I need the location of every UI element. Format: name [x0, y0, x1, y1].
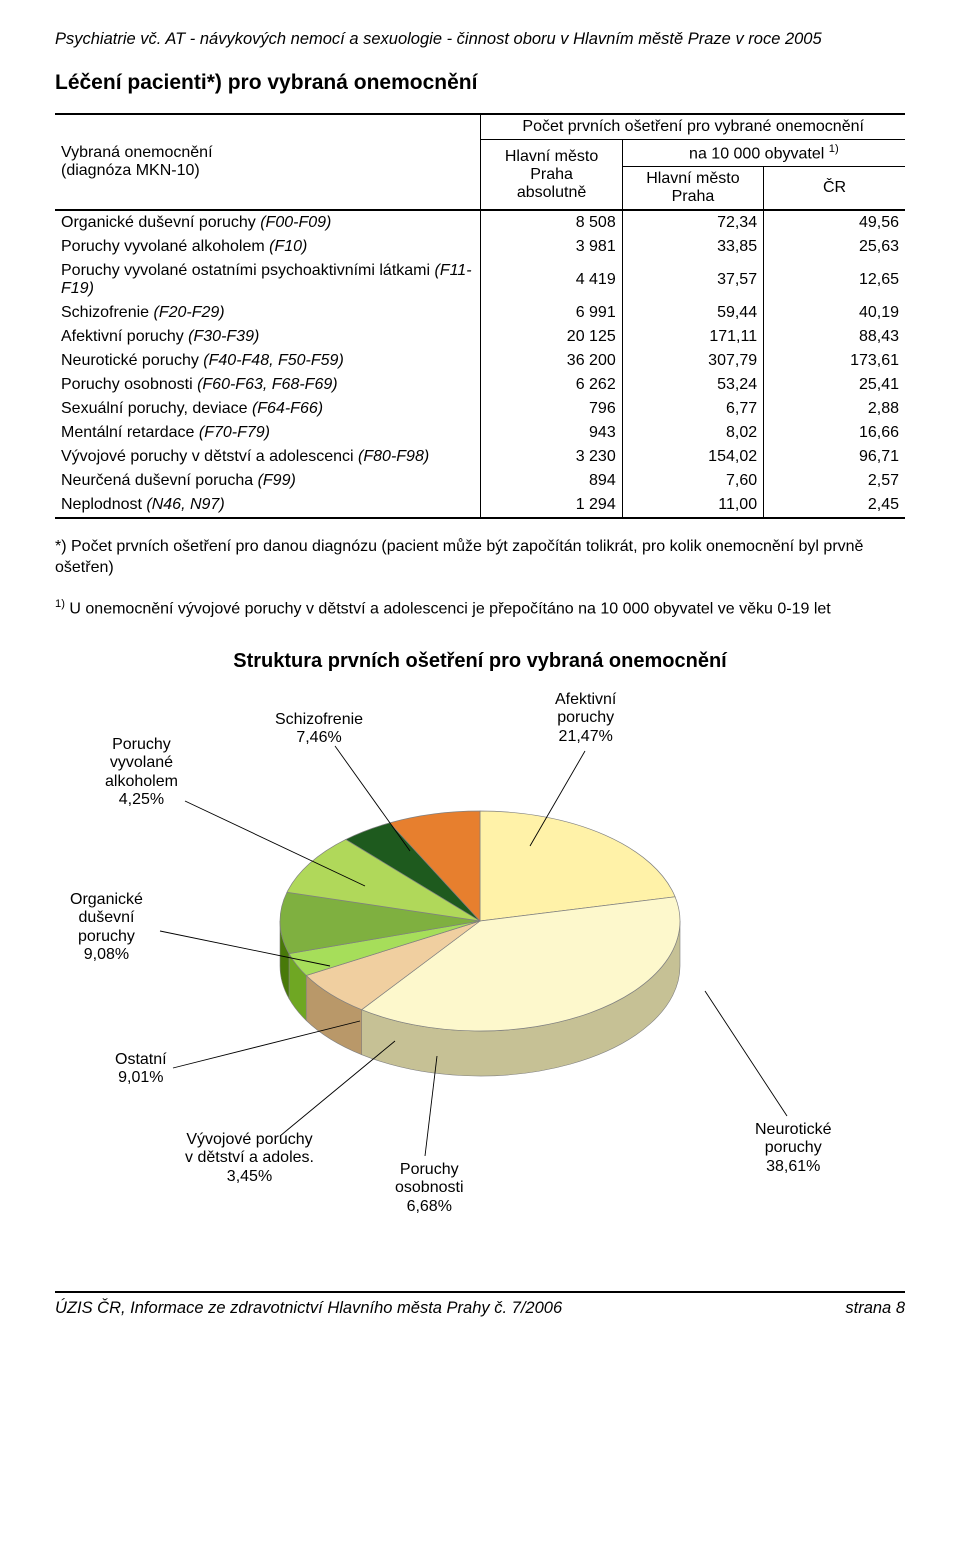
col2-line2: Praha — [672, 188, 715, 205]
table-row: Neplodnost (N46, N97)1 29411,002,45 — [55, 493, 905, 518]
rate-sup: 1) — [829, 143, 839, 155]
chart-label: Vývojové poruchyv dětství a adoles.3,45% — [185, 1131, 314, 1186]
table-row: Organické duševní poruchy (F00-F09)8 508… — [55, 210, 905, 235]
table-row: Neurotické poruchy (F40-F48, F50-F59)36 … — [55, 349, 905, 373]
footnote-2-text: U onemocnění vývojové poruchy v dětství … — [65, 600, 831, 617]
footer-left: ÚZIS ČR, Informace ze zdravotnictví Hlav… — [55, 1299, 562, 1318]
col1-line3: absolutně — [517, 184, 586, 201]
chart-label: Poruchyvyvolanéalkoholem4,25% — [105, 736, 178, 810]
chart-label: Ostatní9,01% — [115, 1051, 167, 1088]
table-row: Vývojové poruchy v dětství a adolescenci… — [55, 445, 905, 469]
pie-svg — [250, 761, 710, 1121]
table-row: Poruchy osobnosti (F60-F63, F68-F69)6 26… — [55, 373, 905, 397]
rate-spanner: na 10 000 obyvatel — [689, 145, 829, 162]
section-title: Léčení pacienti*) pro vybraná onemocnění — [55, 71, 905, 95]
rowhead-line1: Vybraná onemocnění — [61, 144, 213, 161]
table-row: Poruchy vyvolané alkoholem (F10)3 98133,… — [55, 235, 905, 259]
table-row: Sexuální poruchy, deviace (F64-F66)7966,… — [55, 397, 905, 421]
chart-label: Neuroticképoruchy38,61% — [755, 1121, 831, 1176]
chart-label: Afektivníporuchy21,47% — [555, 691, 616, 746]
chart-label: Organickéduševníporuchy9,08% — [70, 891, 143, 965]
page-footer: ÚZIS ČR, Informace ze zdravotnictví Hlav… — [55, 1291, 905, 1318]
col1-line1: Hlavní město — [505, 148, 598, 165]
chart-label: Poruchyosobnosti6,68% — [395, 1161, 464, 1216]
footnote-2-sup: 1) — [55, 598, 65, 610]
col3-head: ČR — [764, 167, 905, 211]
table-row: Neurčená duševní porucha (F99)8947,602,5… — [55, 469, 905, 493]
rowhead-line2: (diagnóza MKN-10) — [61, 162, 200, 179]
table-row: Mentální retardace (F70-F79)9438,0216,66 — [55, 421, 905, 445]
col2-line1: Hlavní město — [646, 170, 739, 187]
footnote-1: *) Počet prvních ošetření pro danou diag… — [55, 537, 905, 579]
col1-line2: Praha — [530, 166, 573, 183]
data-table: Vybraná onemocnění (diagnóza MKN-10) Poč… — [55, 113, 905, 519]
pie-chart: Afektivníporuchy21,47% Neuroticképoruchy3… — [55, 691, 905, 1251]
document-header: Psychiatrie vč. AT - návykových nemocí a… — [55, 30, 905, 49]
spanner-head: Počet prvních ošetření pro vybrané onemo… — [481, 114, 905, 140]
table-row: Afektivní poruchy (F30-F39)20 125171,118… — [55, 325, 905, 349]
chart-label: Schizofrenie7,46% — [275, 711, 363, 748]
footnote-2: 1) U onemocnění vývojové poruchy v dětst… — [55, 597, 905, 620]
table-row: Schizofrenie (F20-F29)6 99159,4440,19 — [55, 301, 905, 325]
footer-right: strana 8 — [845, 1299, 905, 1318]
chart-title: Struktura prvních ošetření pro vybraná o… — [55, 650, 905, 673]
table-row: Poruchy vyvolané ostatními psychoaktivní… — [55, 259, 905, 301]
